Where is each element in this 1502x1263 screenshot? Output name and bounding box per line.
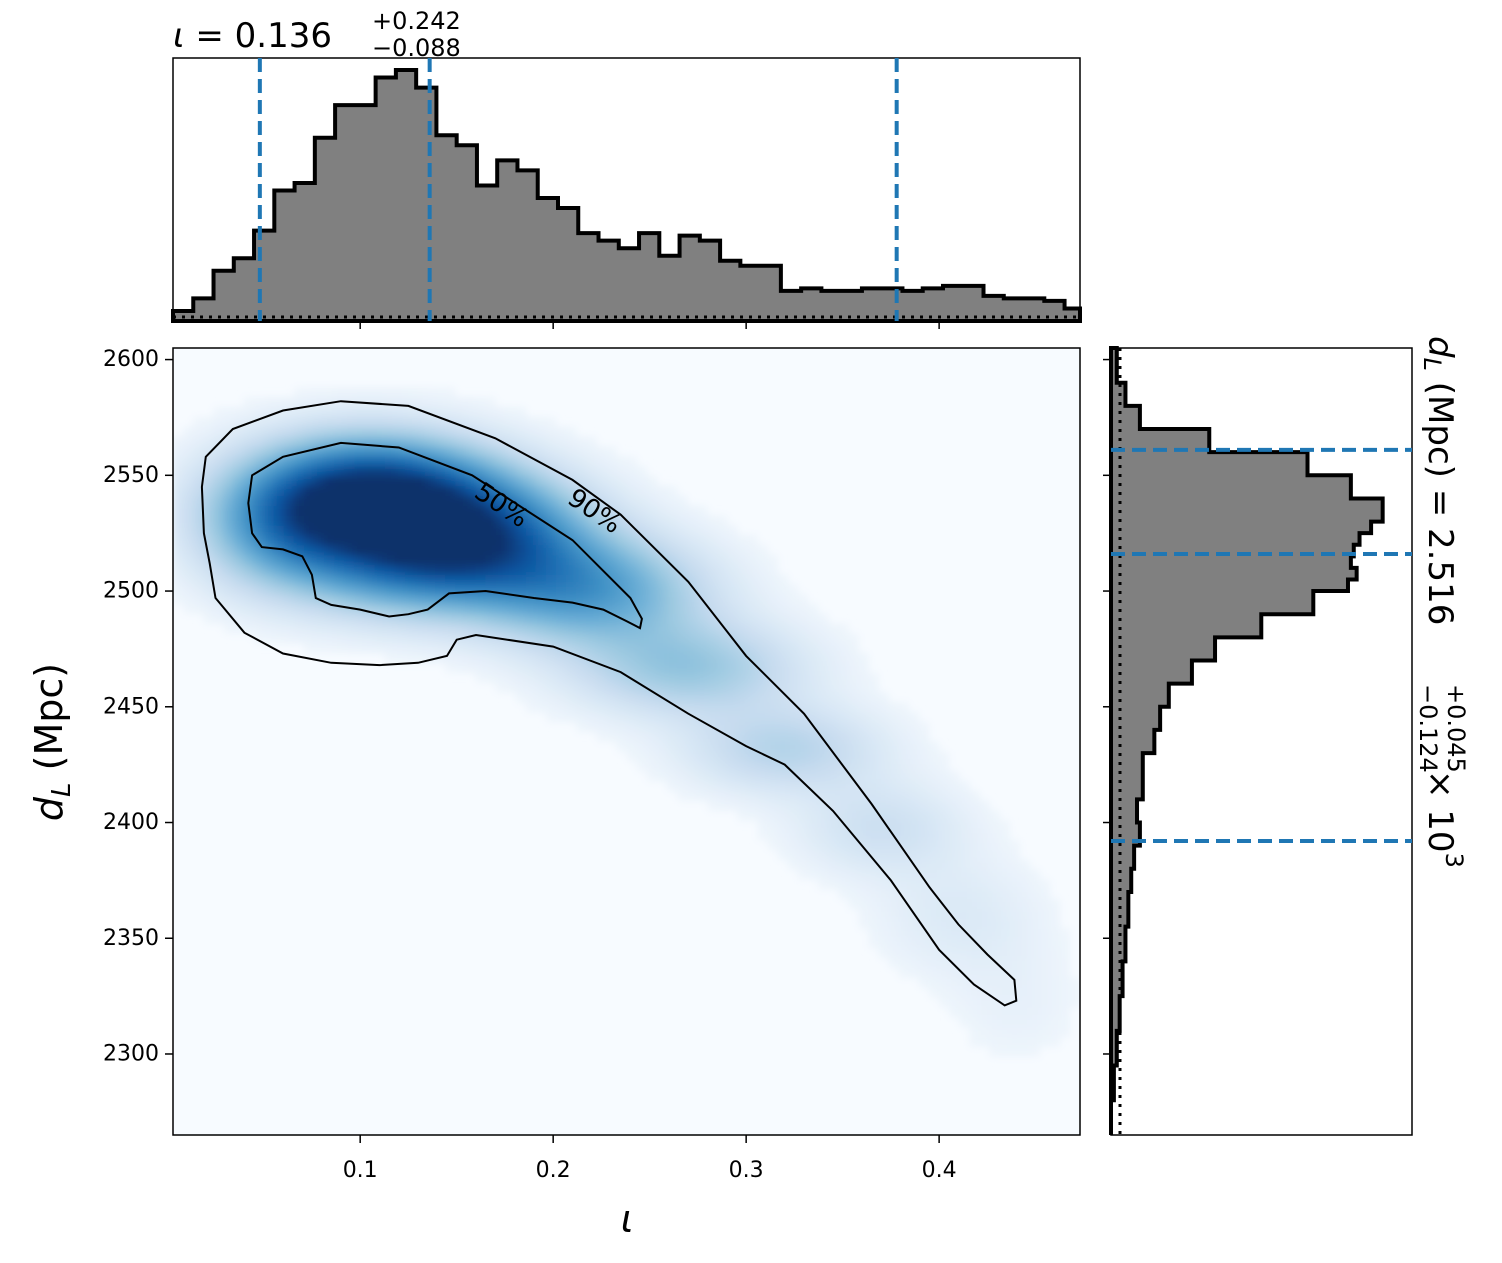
- right-title-sub: L: [1418, 358, 1446, 371]
- title-plus: +0.242: [372, 7, 461, 35]
- right-title-rest: (Mpc) = 2.516: [1420, 371, 1460, 625]
- title-eq: =: [185, 16, 235, 56]
- y-label-var: d: [27, 796, 71, 821]
- x-tick-label-2: 0.3: [729, 1158, 764, 1183]
- contour-90: [200, 400, 1018, 1007]
- y-tick-label-6: 2600: [103, 347, 159, 372]
- right-title-plus: +0.045: [1442, 684, 1470, 773]
- right-title-scale: × 10: [1420, 770, 1460, 853]
- joint-panel-frame: [172, 347, 1081, 1136]
- x-tick-label-1: 0.2: [536, 1158, 571, 1183]
- title-var: ι: [173, 16, 185, 56]
- title-median: 0.136: [235, 16, 332, 56]
- contour-50: [247, 441, 643, 630]
- svg-text:dL (Mpc) = 2.516: dL (Mpc) = 2.516: [1418, 336, 1460, 625]
- right-title: dL (Mpc) = 2.516 +0.045 −0.124 × 103: [1414, 336, 1470, 868]
- x-tick-label-0: 0.1: [343, 1158, 378, 1183]
- credible-contours: [200, 400, 1018, 1007]
- title-minus: −0.088: [372, 34, 461, 62]
- y-tick-label-3: 2450: [103, 694, 159, 719]
- y-axis-label: dL (Mpc): [27, 663, 77, 821]
- top-title: ι = 0.136: [173, 16, 332, 56]
- right-title-minus: −0.124: [1414, 684, 1442, 773]
- right-marginal-histogram: [1103, 346, 1413, 1136]
- y-label-sub: L: [47, 782, 77, 797]
- y-tick-label-5: 2550: [103, 463, 159, 488]
- x-axis-label: ι: [621, 1197, 634, 1241]
- top-histogram-steps: [171, 68, 1082, 323]
- right-title-exp: 3: [1440, 853, 1468, 868]
- y-tick-label-1: 2350: [103, 926, 159, 951]
- svg-text:× 103: × 103: [1420, 770, 1468, 868]
- y-tick-label-0: 2300: [103, 1041, 159, 1066]
- y-tick-label-4: 2500: [103, 579, 159, 604]
- density-heatmap: [173, 387, 1080, 1057]
- right-title-var: d: [1420, 336, 1460, 358]
- right-histogram-steps: [1109, 346, 1385, 1135]
- x-tick-label-3: 0.4: [922, 1158, 957, 1183]
- y-tick-label-2: 2400: [103, 810, 159, 835]
- joint-axes: 0.1 0.2 0.3 0.4 2300 2350 2400 2450 2500 2550 2600: [103, 347, 957, 1183]
- top-marginal-histogram: [171, 57, 1082, 329]
- y-label-rest: (Mpc): [27, 663, 71, 783]
